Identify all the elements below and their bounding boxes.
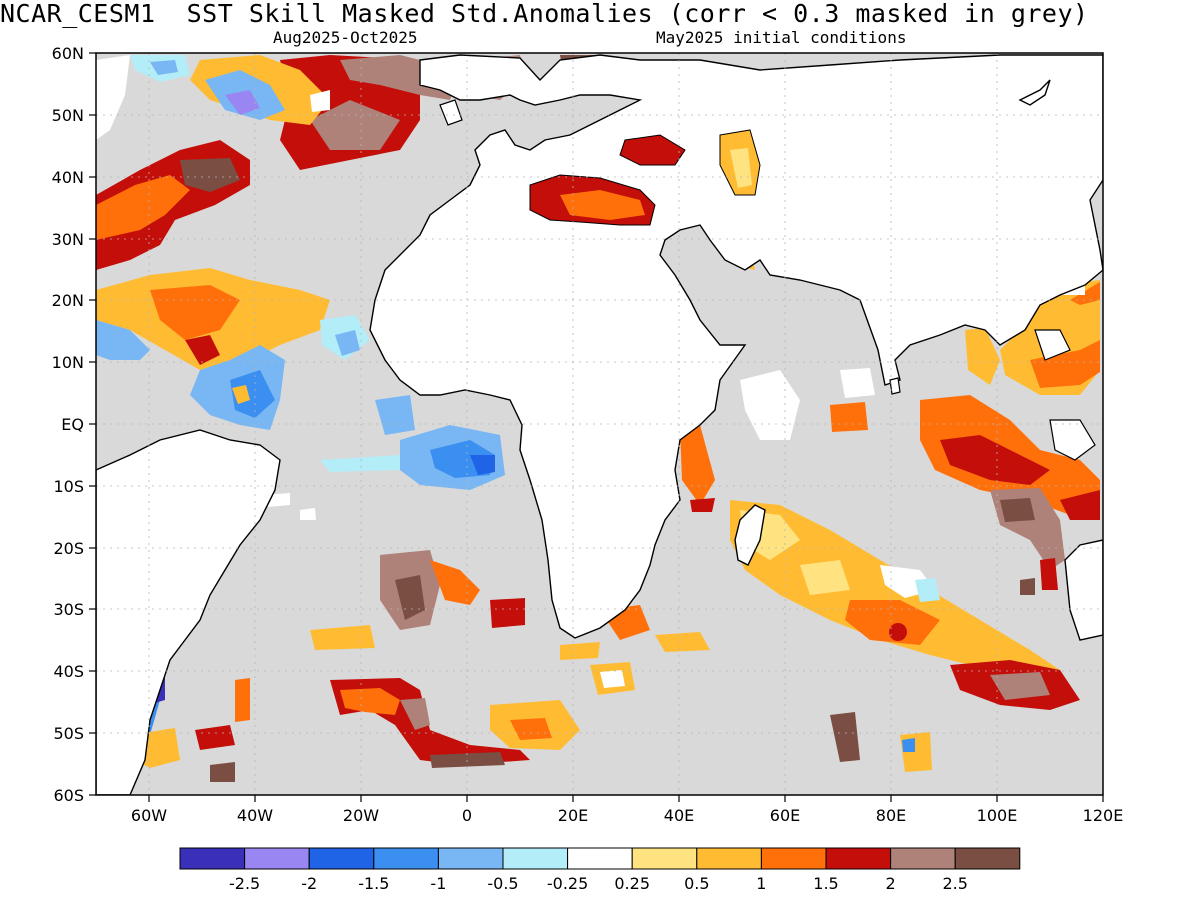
colorbar-swatch xyxy=(437,847,504,870)
lat-label: EQ xyxy=(61,415,84,434)
indian-ocean-anomalies xyxy=(680,395,1100,772)
colorbar-swatch xyxy=(308,847,375,870)
lat-label: 20S xyxy=(53,539,84,558)
lon-label: 40E xyxy=(664,806,694,825)
map-title: NCAR_CESM1 SST Skill Masked Std.Anomalie… xyxy=(0,0,1089,28)
lat-label: 30N xyxy=(52,230,84,249)
colorbar-swatch xyxy=(760,847,827,870)
colorbar-label: -2.5 xyxy=(229,874,260,893)
colorbar-label: -1.5 xyxy=(358,874,389,893)
colorbar: -2.5 -2 -1.5 -1 -0.5 -0.25 0.25 0.5 1 1.5 2 2.5 xyxy=(179,847,1021,893)
colorbar-label: 2.5 xyxy=(942,874,967,893)
colorbar-label: -0.25 xyxy=(547,874,588,893)
lat-label: 60S xyxy=(53,786,84,805)
south-atlantic-anomalies xyxy=(120,550,710,782)
lat-label: 50N xyxy=(52,106,84,125)
grid xyxy=(96,53,1103,795)
colorbar-swatch xyxy=(696,847,762,870)
colorbar-label: 1 xyxy=(756,874,766,893)
lat-label: 40S xyxy=(53,662,84,681)
latitude-axis: 60N 50N 40N 30N 20N 10N EQ 10S 20S 30S 4… xyxy=(52,44,96,805)
colorbar-swatch xyxy=(825,847,892,870)
initial-conditions: May2025 initial conditions xyxy=(656,28,907,47)
colorbar-label: 0.25 xyxy=(614,874,650,893)
colorbar-swatch xyxy=(502,847,569,870)
lon-label: 60W xyxy=(131,806,167,825)
colorbar-swatch xyxy=(890,847,956,870)
colorbar-label: 2 xyxy=(886,874,896,893)
colorbar-swatch xyxy=(244,847,310,870)
colorbar-swatch xyxy=(631,847,698,870)
colorbar-label: -0.5 xyxy=(487,874,518,893)
colorbar-label: -2 xyxy=(301,874,317,893)
colorbar-label: -1 xyxy=(430,874,446,893)
map-field xyxy=(96,53,1103,795)
lat-label: 40N xyxy=(52,168,84,187)
land xyxy=(96,54,1103,795)
lat-label: 20N xyxy=(52,291,84,310)
lat-label: 10N xyxy=(52,353,84,372)
lon-label: 20E xyxy=(558,806,588,825)
forecast-period: Aug2025-Oct2025 xyxy=(273,28,418,47)
longitude-axis: 60W 40W 20W 0 20E 40E 60E 80E 100E 120E xyxy=(131,795,1123,825)
lat-label: 10S xyxy=(53,477,84,496)
lon-label: 60E xyxy=(770,806,800,825)
colorbar-label: 0.5 xyxy=(684,874,709,893)
lon-label: 20W xyxy=(343,806,379,825)
colorbar-swatch xyxy=(373,847,439,870)
lon-label: 120E xyxy=(1083,806,1124,825)
colorbar-label: 1.5 xyxy=(813,874,838,893)
tropical-atlantic-anomalies xyxy=(96,268,505,490)
colorbar-swatch xyxy=(954,847,1021,870)
lon-label: 100E xyxy=(977,806,1018,825)
colorbar-swatch xyxy=(179,847,246,870)
lon-label: 80E xyxy=(876,806,906,825)
lat-label: 30S xyxy=(53,600,84,619)
lon-label: 40W xyxy=(237,806,273,825)
lat-label: 60N xyxy=(52,44,84,63)
lat-label: 50S xyxy=(53,724,84,743)
lon-label: 0 xyxy=(462,806,472,825)
colorbar-swatch xyxy=(567,847,633,870)
